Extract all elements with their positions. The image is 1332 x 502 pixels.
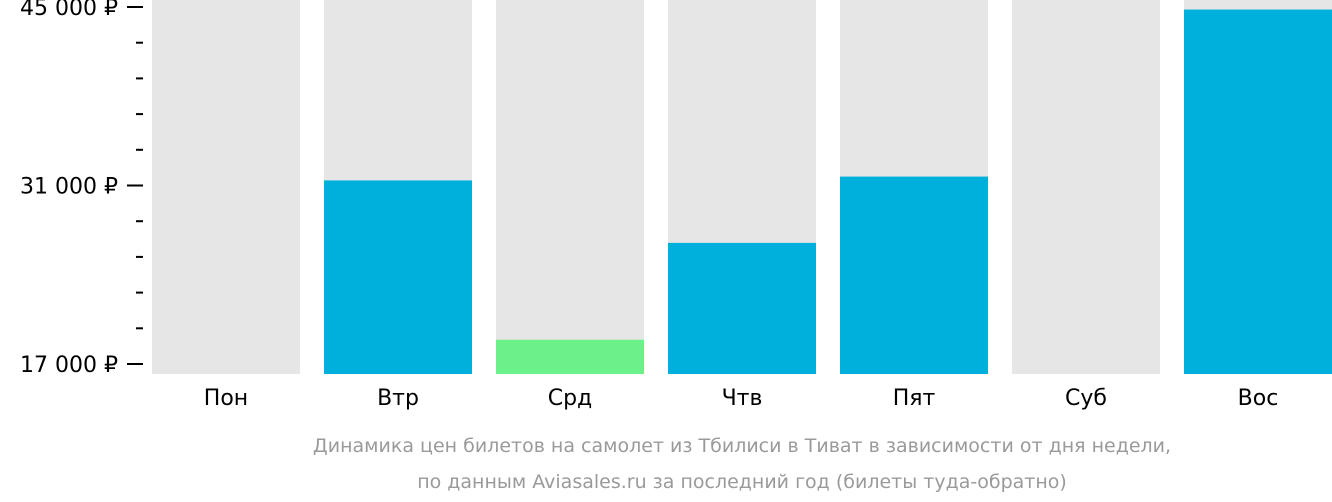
x-tick-label: Вос (1238, 386, 1279, 411)
x-tick-label: Пят (893, 386, 936, 411)
bar (496, 339, 644, 374)
bar (324, 180, 472, 374)
x-tick-label: Пон (204, 386, 248, 411)
column-background (1012, 0, 1160, 374)
bars (324, 9, 1332, 375)
column-background (496, 0, 644, 374)
x-axis: Пон Втр Срд Чтв Пят Суб Вос (204, 386, 1279, 411)
bar (840, 176, 988, 374)
column-background (152, 0, 300, 374)
chart-caption: Динамика цен билетов на самолет из Тбили… (313, 435, 1171, 493)
bar (1184, 9, 1332, 375)
y-tick-label: 45 000 ₽ (20, 0, 118, 21)
y-axis: 45 000 ₽ 31 000 ₽ 17 000 ₽ (20, 0, 143, 378)
bar (668, 242, 816, 374)
caption-line-2: по данным Aviasales.ru за последний год … (417, 471, 1067, 493)
x-tick-label: Втр (377, 386, 419, 411)
x-tick-label: Срд (548, 386, 593, 411)
caption-line-1: Динамика цен билетов на самолет из Тбили… (313, 435, 1171, 457)
x-tick-label: Суб (1065, 386, 1107, 411)
y-tick-label: 31 000 ₽ (20, 175, 118, 200)
x-tick-label: Чтв (722, 386, 763, 411)
y-tick-label: 17 000 ₽ (20, 353, 118, 378)
